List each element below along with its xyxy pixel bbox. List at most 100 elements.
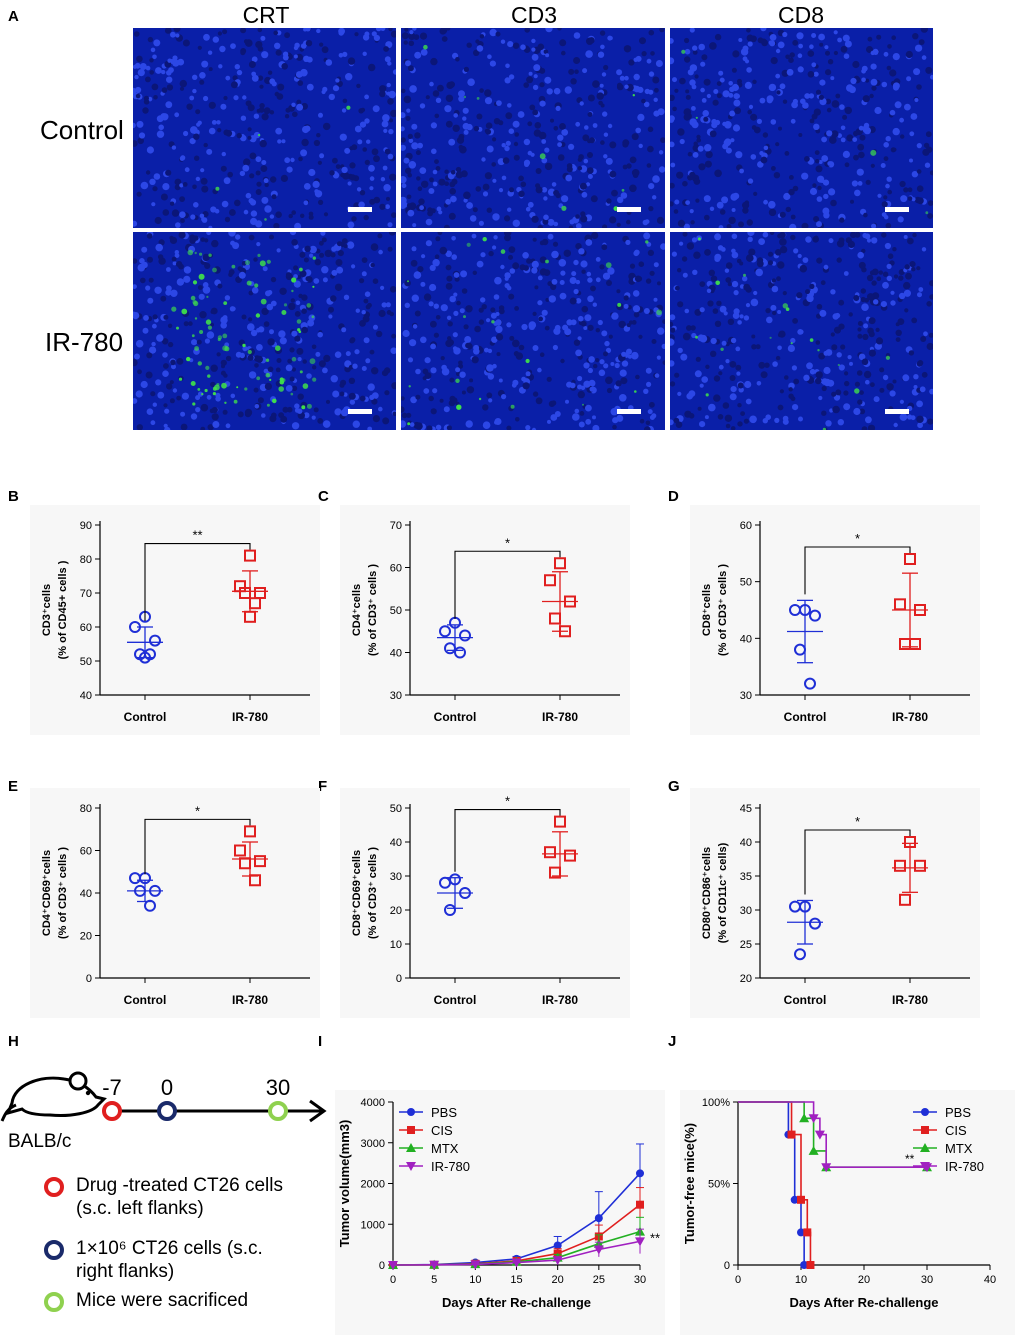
nucleus — [361, 366, 367, 371]
green-signal — [837, 363, 840, 367]
nucleus — [282, 51, 289, 57]
nucleus — [731, 83, 739, 92]
nucleus — [445, 94, 454, 103]
nucleus — [381, 302, 387, 308]
nucleus — [603, 132, 609, 137]
data-point — [459, 629, 471, 642]
nucleus — [829, 408, 834, 413]
nucleus — [543, 196, 548, 201]
green-signal — [407, 422, 411, 426]
nucleus — [750, 154, 757, 160]
nucleus — [807, 71, 815, 78]
nucleus — [230, 393, 236, 399]
nucleus — [174, 178, 182, 186]
nucleus — [728, 216, 736, 225]
nucleus — [260, 165, 268, 173]
nucleus — [638, 261, 645, 267]
nucleus — [170, 289, 178, 297]
nucleus — [217, 31, 222, 36]
nucleus — [248, 198, 255, 204]
y-tick-label: 50% — [708, 1179, 730, 1191]
nucleus — [645, 367, 652, 374]
nucleus — [133, 122, 136, 129]
nucleus — [538, 131, 547, 140]
nucleus — [577, 375, 583, 382]
nucleus — [670, 117, 674, 123]
nucleus — [362, 315, 370, 323]
nucleus — [164, 408, 170, 414]
nucleus — [815, 89, 822, 95]
nucleus — [626, 163, 632, 169]
nucleus — [248, 317, 253, 322]
nucleus — [514, 306, 519, 311]
nucleus — [276, 248, 281, 253]
nucleus — [821, 155, 829, 162]
nucleus — [826, 130, 833, 137]
nucleus — [407, 209, 415, 217]
nucleus — [364, 291, 371, 297]
nucleus — [313, 278, 320, 284]
nucleus — [404, 279, 411, 287]
nucleus — [573, 288, 579, 295]
nucleus — [646, 381, 652, 387]
nucleus — [543, 49, 549, 55]
nucleus — [445, 120, 453, 128]
nucleus — [670, 327, 676, 333]
nucleus — [334, 351, 342, 358]
nucleus — [895, 329, 902, 336]
series-control — [437, 873, 473, 916]
data-point — [439, 625, 451, 638]
nuclei-layer — [670, 232, 933, 430]
nucleus — [708, 269, 715, 276]
nucleus — [866, 46, 873, 53]
x-tick-label: 30 — [634, 1274, 646, 1286]
nucleus — [339, 133, 347, 141]
nucleus — [154, 286, 162, 294]
green-signal-layer — [681, 49, 929, 215]
nucleus — [269, 214, 275, 219]
nucleus — [752, 79, 757, 84]
nucleus — [256, 181, 262, 187]
nucleus — [778, 126, 782, 131]
nucleus — [561, 50, 566, 56]
nucleus — [440, 28, 448, 34]
nucleus — [319, 240, 324, 246]
nucleus — [620, 192, 628, 199]
nucleus — [179, 86, 185, 91]
nucleus — [359, 278, 365, 284]
nucleus — [383, 128, 388, 133]
nucleus — [162, 370, 169, 377]
nucleus — [713, 394, 721, 402]
nucleus — [328, 314, 333, 319]
scale-bar — [885, 207, 909, 212]
green-signal — [478, 397, 482, 401]
nucleus — [685, 94, 691, 100]
nucleus — [821, 410, 827, 416]
nucleus — [599, 264, 605, 270]
nucleus — [455, 367, 461, 373]
nucleus — [814, 235, 819, 240]
nucleus — [882, 374, 889, 381]
nucleus — [709, 42, 717, 50]
nucleus — [227, 171, 233, 178]
nucleus — [423, 293, 432, 301]
nucleus — [140, 181, 149, 190]
nucleus — [897, 318, 905, 325]
nucleus — [616, 414, 624, 422]
nucleus — [582, 68, 588, 74]
nucleus — [169, 398, 175, 404]
nucleus — [296, 103, 304, 111]
nucleus — [557, 28, 562, 31]
nucleus — [452, 124, 460, 132]
nucleus — [757, 161, 764, 168]
nucleus — [435, 166, 441, 171]
nucleus — [547, 218, 555, 226]
y-tick-label: 90 — [80, 520, 92, 532]
nucleus — [618, 320, 626, 329]
nucleus — [796, 32, 804, 40]
nucleus — [294, 311, 301, 317]
nucleus — [751, 334, 756, 339]
y-axis-label-sub: (% of CD3⁺ cells ) — [717, 564, 729, 656]
green-signal — [309, 358, 316, 365]
nucleus — [217, 128, 222, 133]
